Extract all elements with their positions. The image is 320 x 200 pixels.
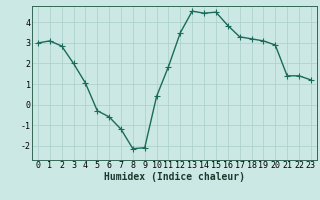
X-axis label: Humidex (Indice chaleur): Humidex (Indice chaleur): [104, 172, 245, 182]
